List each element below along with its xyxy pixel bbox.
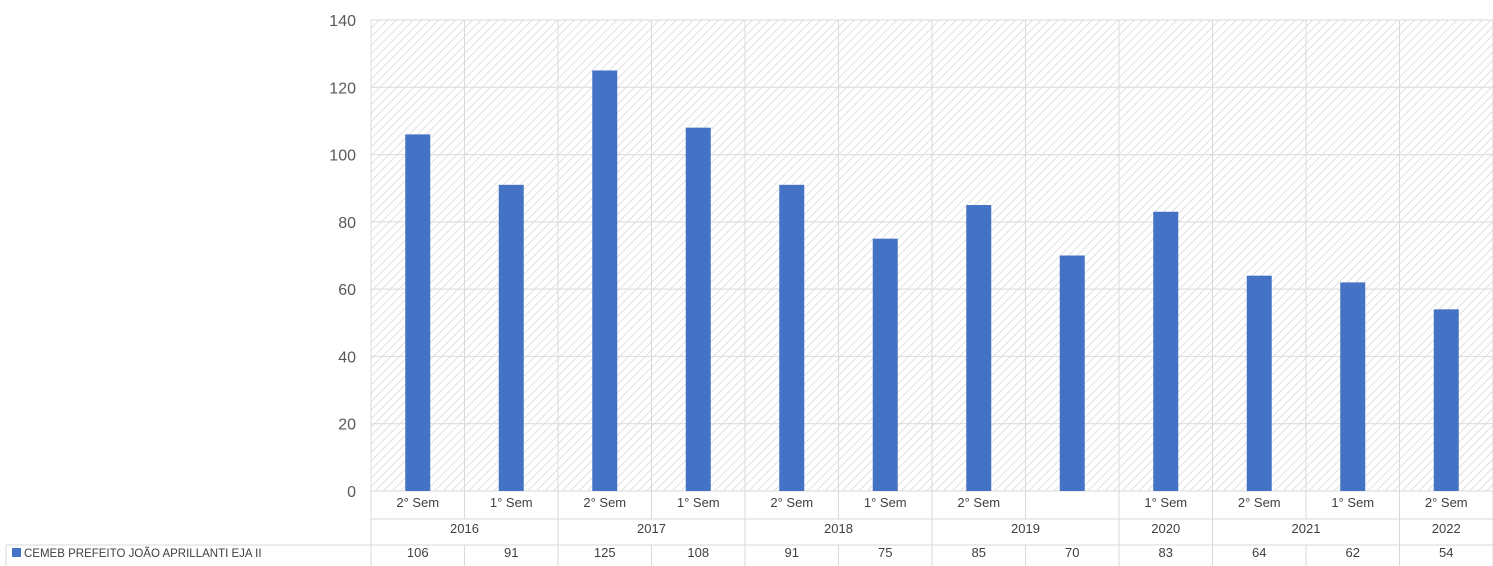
y-tick-label: 20 <box>338 417 356 434</box>
bar <box>685 127 711 492</box>
x-year-label: 2018 <box>824 521 853 536</box>
x-category-label: 1° Sem <box>1331 495 1374 510</box>
data-table-value: 106 <box>407 545 429 560</box>
x-year-label: 2016 <box>450 521 479 536</box>
x-category-label: 1° Sem <box>864 495 907 510</box>
data-table-value: 125 <box>594 545 616 560</box>
data-table-value: 70 <box>1065 545 1079 560</box>
x-year-label: 2020 <box>1151 521 1180 536</box>
data-table-value: 108 <box>687 545 709 560</box>
data-table-value: 54 <box>1439 545 1453 560</box>
x-category-label: 2° Sem <box>1238 495 1281 510</box>
y-tick-label: 0 <box>347 484 356 501</box>
bar <box>1153 211 1179 491</box>
y-tick-label: 60 <box>338 282 356 299</box>
data-table-value: 64 <box>1252 545 1266 560</box>
x-year-label: 2017 <box>637 521 666 536</box>
data-table-value: 91 <box>785 545 799 560</box>
y-tick-label: 40 <box>338 349 356 366</box>
x-category-label: 1° Sem <box>490 495 533 510</box>
x-category-label: 2° Sem <box>770 495 813 510</box>
gridlines <box>370 19 1493 492</box>
data-table-value: 91 <box>504 545 518 560</box>
bar <box>1340 282 1366 491</box>
data-table-value: 83 <box>1159 545 1173 560</box>
y-axis-tick-labels: 0 20 40 60 80 100 120 140 <box>329 13 356 501</box>
x-year-label: 2022 <box>1432 521 1461 536</box>
y-tick-label: 80 <box>338 215 356 232</box>
bar <box>872 238 898 491</box>
x-category-label: 2° Sem <box>583 495 626 510</box>
data-table-value: 75 <box>878 545 892 560</box>
bar <box>498 184 524 491</box>
bars <box>405 70 1459 492</box>
x-category-label: 1° Sem <box>1144 495 1187 510</box>
bar <box>1246 275 1272 491</box>
legend-label: CEMEB PREFEITO JOÃO APRILLANTI EJA II <box>24 547 262 560</box>
bar <box>592 70 618 491</box>
data-table-value: 62 <box>1346 545 1360 560</box>
bar <box>405 134 431 491</box>
x-category-label: 2° Sem <box>396 495 439 510</box>
y-tick-label: 140 <box>329 13 356 30</box>
data-table-value: 85 <box>972 545 986 560</box>
y-tick-label: 100 <box>329 148 356 165</box>
bar <box>1059 255 1085 491</box>
data-table: 2° Sem 1° Sem 2° Sem 1° Sem 2° Sem 1° Sem 2° S… <box>5 491 1493 566</box>
y-tick-label: 120 <box>329 80 356 97</box>
legend-swatch <box>12 548 21 557</box>
bar <box>1433 309 1459 491</box>
x-category-label: 2° Sem <box>1425 495 1468 510</box>
bar <box>966 205 992 492</box>
x-category-label: 2° Sem <box>957 495 1000 510</box>
bar <box>779 184 805 491</box>
x-category-label: 1° Sem <box>677 495 720 510</box>
x-year-label: 2021 <box>1292 521 1321 536</box>
x-year-label: 2019 <box>1011 521 1040 536</box>
